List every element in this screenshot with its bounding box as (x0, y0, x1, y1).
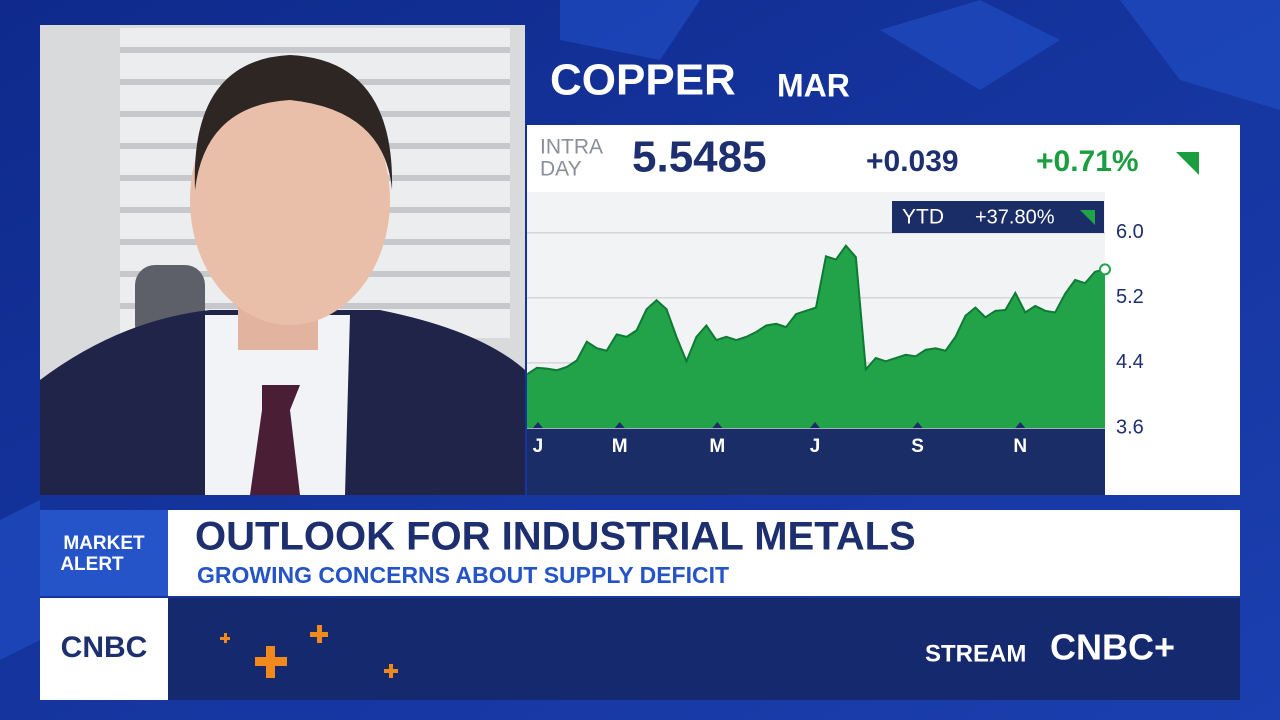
video-feed (40, 25, 525, 495)
net-change: +0.039 (866, 145, 959, 178)
ytd-label: YTD (902, 206, 944, 229)
y-tick-label: 6.0 (1116, 221, 1144, 243)
x-tick-mark (532, 422, 543, 428)
line (526, 244, 1106, 376)
y-tick-label: 3.6 (1116, 416, 1144, 438)
x-tick-label: S (911, 436, 924, 457)
subheadline: GROWING CONCERNS ABOUT SUPPLY DEFICIT (197, 562, 729, 588)
alert-text: ALERT (60, 554, 124, 575)
x-axis-band (527, 428, 1105, 495)
area (527, 245, 1105, 428)
x-tick-mark (1015, 422, 1026, 428)
session-label: DAY (540, 158, 582, 181)
stream-label: STREAM (925, 640, 1026, 667)
x-tick-label: N (1013, 436, 1027, 457)
x-tick-label: M (612, 436, 628, 457)
x-tick-label: J (533, 436, 544, 457)
headline-bar (40, 510, 1240, 596)
alert-badge (40, 510, 168, 596)
logo-box (40, 598, 168, 700)
footer-bar (40, 598, 1240, 700)
last-price: 5.5485 (632, 133, 767, 182)
network-logo: CNBC (61, 631, 148, 664)
last-point (1099, 263, 1111, 276)
contract: MAR (777, 67, 850, 103)
cube-pattern (0, 0, 1280, 660)
change-arrow (1176, 152, 1199, 175)
plus-decorations (220, 625, 398, 678)
x-tick-mark (810, 422, 821, 428)
ytd-box (892, 201, 1104, 233)
headline: OUTLOOK FOR INDUSTRIAL METALS (195, 515, 916, 559)
y-tick-label: 5.2 (1116, 286, 1144, 308)
ytd-value: +37.80% (975, 206, 1055, 228)
x-tick-mark (912, 422, 923, 428)
session-label: INTRA (540, 136, 603, 159)
x-tick-mark (712, 422, 723, 428)
x-tick-label: J (810, 436, 821, 457)
ytd-arrow (1080, 210, 1095, 225)
commodity: COPPER (550, 56, 736, 105)
stream-brand: CNBC+ (1050, 627, 1175, 668)
x-tick-label: M (709, 436, 725, 457)
alert-text: MARKET (63, 533, 145, 554)
y-tick-label: 4.4 (1116, 351, 1144, 373)
percent-change: +0.71% (1036, 145, 1139, 178)
x-tick-mark (614, 422, 625, 428)
